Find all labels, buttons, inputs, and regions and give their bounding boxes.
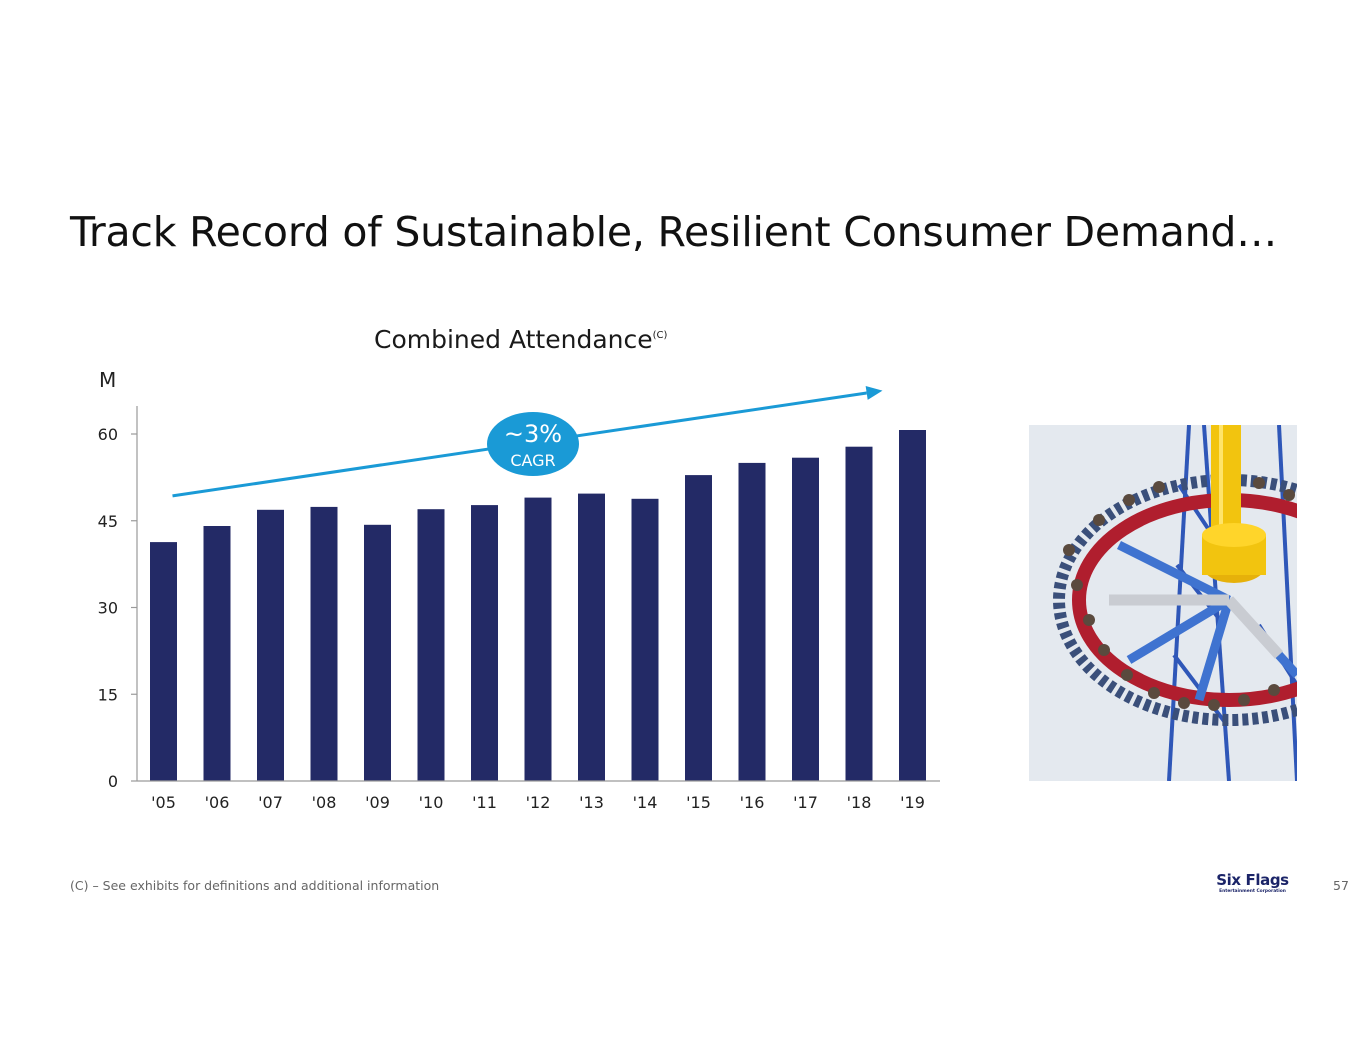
bar-19 [899,430,926,781]
cagr-badge-bubble [487,412,579,476]
x-tick-label: '19 [900,793,925,812]
bar-09 [364,524,391,781]
x-tick-label: '08 [312,793,337,812]
footnote: (C) – See exhibits for definitions and a… [70,878,440,893]
chart-title: Combined Attendance(C) [374,325,668,354]
x-tick-label: '15 [686,793,711,812]
cagr-value: ~3% [504,420,562,448]
x-tick-label: '07 [258,793,283,812]
y-tick-label: 15 [98,685,118,704]
x-tick-label: '12 [526,793,551,812]
bar-14 [631,498,659,781]
bar-06 [203,526,231,781]
bar-11 [471,505,498,781]
x-tick-label: '14 [633,793,658,812]
page-number: 57 [1333,878,1349,893]
x-tick-label: '16 [740,793,765,812]
x-tick-label: '17 [793,793,818,812]
x-tick-label: '09 [365,793,390,812]
bar-10 [417,509,445,781]
y-axis-unit-label: M [99,368,116,392]
y-tick-label: 60 [98,425,118,444]
roller-coaster-photo [1029,425,1297,781]
bar-17 [792,457,819,781]
y-tick-label: 30 [98,599,118,618]
logo-subtext: Entertainment Corporation [1219,889,1286,894]
bar-16 [738,462,766,781]
x-tick-label: '13 [579,793,604,812]
x-axis: '05 '06 '07 '08 '09 '10 '11 '12 '13 '14 '15 '16 '17 '… [137,780,940,812]
y-axis: 0 15 30 45 60 [98,406,138,791]
six-flags-logo: Six Flags Entertainment Corporation [1205,872,1300,895]
bar-07 [257,509,284,781]
x-tick-label: '18 [847,793,872,812]
bar-15 [685,475,712,781]
bar-18 [845,446,873,781]
cagr-label: CAGR [510,451,555,470]
slide-title: Track Record of Sustainable, Resilient C… [70,208,1278,256]
y-tick-label: 45 [98,512,118,531]
trend-arrow-head [865,386,883,400]
x-tick-label: '05 [151,793,176,812]
bar-13 [578,493,605,781]
chart-title-text: Combined Attendance [374,325,653,354]
bar-05 [150,542,177,781]
y-tick-label: 0 [108,772,118,791]
x-tick-label: '11 [472,793,497,812]
bar-08 [310,506,338,781]
chart-title-superscript: (C) [653,330,668,341]
x-tick-label: '10 [419,793,444,812]
cagr-badge: ~3% CAGR [487,412,579,476]
x-tick-label: '06 [205,793,230,812]
logo-text: Six Flags [1216,871,1289,889]
bar-series [150,430,926,781]
bar-12 [524,497,552,781]
